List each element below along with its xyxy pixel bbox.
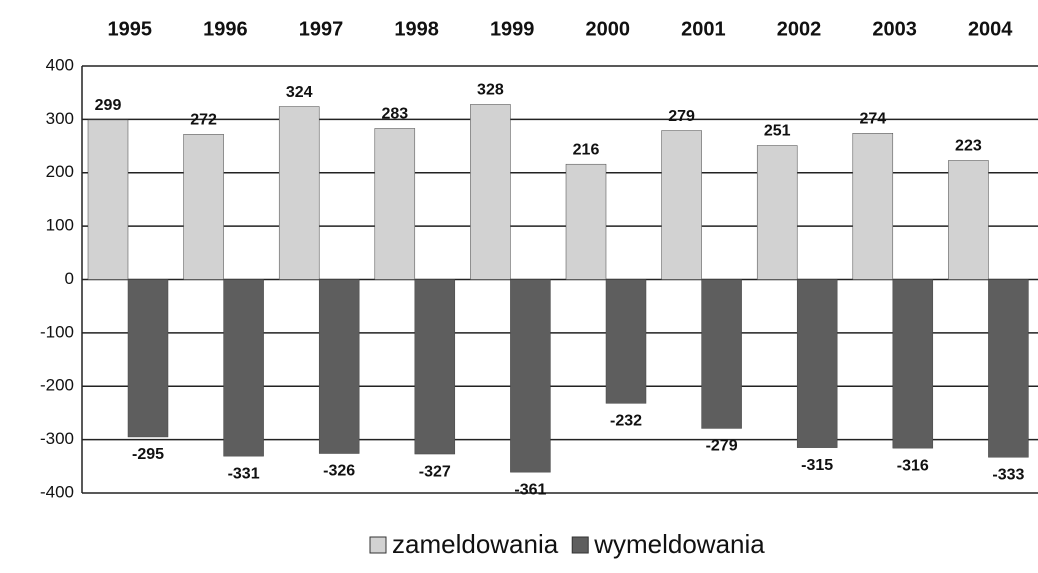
y-tick-label: -300	[40, 429, 74, 448]
data-label: 299	[95, 97, 122, 114]
y-tick-label: 100	[46, 216, 74, 235]
bar	[948, 160, 989, 280]
data-label: 274	[859, 110, 886, 127]
bar	[988, 279, 1029, 458]
data-label: -232	[610, 413, 642, 430]
data-label: -361	[514, 481, 546, 498]
x-tick-label: 2004	[968, 18, 1013, 40]
data-label: -327	[419, 463, 451, 480]
data-label: 328	[477, 82, 504, 99]
legend-swatch	[571, 536, 589, 554]
bar	[701, 279, 742, 429]
x-tick-label: 2003	[872, 18, 917, 40]
bar	[796, 279, 838, 448]
legend-swatch	[369, 536, 387, 554]
data-label: -333	[992, 466, 1024, 483]
y-tick-label: -100	[40, 322, 74, 341]
legend-label: zameldowania	[392, 529, 559, 559]
data-label: 251	[764, 123, 791, 140]
bar	[223, 279, 264, 457]
y-tick-label: 300	[46, 109, 74, 128]
bar	[318, 279, 360, 454]
data-label: 283	[381, 106, 408, 123]
y-tick-label: 400	[46, 55, 74, 74]
y-tick-label: 0	[65, 269, 74, 288]
bar	[470, 104, 511, 280]
bar	[374, 128, 416, 280]
bar	[661, 130, 702, 280]
bar	[183, 134, 224, 280]
x-tick-label: 1996	[203, 18, 248, 40]
bar	[565, 163, 607, 280]
data-label: -331	[228, 465, 260, 482]
x-tick-label: 1995	[108, 18, 153, 40]
data-label: 216	[573, 141, 600, 158]
data-label: 272	[190, 112, 217, 129]
bar	[892, 279, 934, 449]
bar	[605, 279, 647, 404]
data-label: 223	[955, 138, 982, 155]
y-tick-label: -200	[40, 376, 74, 395]
data-label: 279	[668, 108, 695, 125]
legend-label: wymeldowania	[593, 529, 765, 559]
x-tick-label: 1999	[490, 18, 535, 40]
data-label: -316	[897, 457, 929, 474]
bar	[127, 279, 169, 438]
x-tick-label: 2000	[586, 18, 631, 40]
data-label: -315	[801, 457, 833, 474]
data-label: -326	[323, 463, 355, 480]
x-tick-label: 1998	[394, 18, 439, 40]
data-label: -279	[706, 438, 738, 455]
x-tick-label: 1997	[299, 18, 344, 40]
bar	[414, 279, 456, 455]
bar	[852, 133, 894, 280]
x-tick-label: 2001	[681, 18, 726, 40]
bar	[278, 106, 320, 280]
bar	[756, 145, 798, 280]
bar	[510, 279, 551, 473]
y-tick-label: 200	[46, 162, 74, 181]
x-tick-label: 2002	[777, 18, 822, 40]
data-label: 324	[286, 84, 313, 101]
data-label: -295	[132, 446, 164, 463]
y-tick-label: -400	[40, 482, 74, 501]
bar	[87, 119, 129, 280]
